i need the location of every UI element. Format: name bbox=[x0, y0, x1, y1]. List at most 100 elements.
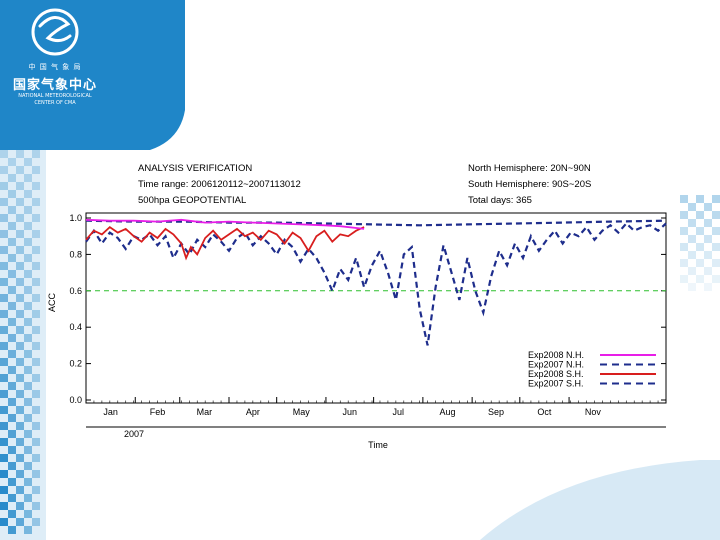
right-checker-pattern bbox=[680, 195, 720, 291]
checker-square bbox=[32, 166, 40, 174]
year-label: 2007 bbox=[124, 429, 144, 439]
checker-square bbox=[8, 478, 16, 486]
checker-square bbox=[0, 486, 8, 494]
checker-square bbox=[680, 195, 688, 203]
y-tick-label: 0.2 bbox=[69, 359, 82, 369]
checker-square bbox=[24, 350, 32, 358]
checker-square bbox=[32, 150, 40, 158]
checker-square bbox=[8, 334, 16, 342]
y-tick-label: 0.0 bbox=[69, 395, 82, 405]
checker-square bbox=[16, 214, 24, 222]
checker-square bbox=[16, 422, 24, 430]
checker-square bbox=[32, 310, 40, 318]
checker-square bbox=[0, 358, 8, 366]
x-tick-label: Jul bbox=[392, 407, 404, 417]
checker-square bbox=[32, 262, 40, 270]
checker-square bbox=[16, 406, 24, 414]
logo-emblem-icon bbox=[31, 8, 79, 56]
y-tick-label: 0.6 bbox=[69, 286, 82, 296]
checker-square bbox=[0, 262, 8, 270]
checker-square bbox=[696, 195, 704, 203]
checker-square bbox=[712, 243, 720, 251]
legend-label: Exp2007 N.H. bbox=[528, 360, 584, 370]
checker-square bbox=[8, 366, 16, 374]
y-axis-label: ACC bbox=[47, 292, 57, 312]
checker-square bbox=[16, 390, 24, 398]
checker-square bbox=[16, 518, 24, 526]
checker-square bbox=[0, 246, 8, 254]
checker-square bbox=[8, 302, 16, 310]
checker-square bbox=[688, 251, 696, 259]
checker-square bbox=[696, 227, 704, 235]
checker-square bbox=[32, 230, 40, 238]
checker-square bbox=[688, 203, 696, 211]
checker-square bbox=[32, 470, 40, 478]
checker-square bbox=[16, 278, 24, 286]
checker-square bbox=[24, 302, 32, 310]
checker-square bbox=[16, 502, 24, 510]
checker-square bbox=[0, 294, 8, 302]
checker-square bbox=[0, 374, 8, 382]
checker-square bbox=[24, 526, 32, 534]
checker-square bbox=[8, 430, 16, 438]
checker-square bbox=[32, 326, 40, 334]
checker-square bbox=[8, 494, 16, 502]
checker-square bbox=[0, 166, 8, 174]
checker-square bbox=[24, 254, 32, 262]
checker-square bbox=[688, 219, 696, 227]
checker-square bbox=[16, 166, 24, 174]
checker-square bbox=[32, 246, 40, 254]
checker-square bbox=[712, 275, 720, 283]
checker-square bbox=[8, 270, 16, 278]
checker-square bbox=[16, 358, 24, 366]
checker-square bbox=[32, 422, 40, 430]
checker-square bbox=[24, 222, 32, 230]
checker-square bbox=[8, 318, 16, 326]
checker-square bbox=[0, 342, 8, 350]
checker-square bbox=[16, 294, 24, 302]
checker-square bbox=[680, 243, 688, 251]
checker-square bbox=[32, 486, 40, 494]
checker-square bbox=[32, 358, 40, 366]
checker-square bbox=[24, 382, 32, 390]
checker-square bbox=[16, 454, 24, 462]
checker-square bbox=[16, 470, 24, 478]
plot-frame bbox=[85, 212, 667, 404]
checker-square bbox=[16, 262, 24, 270]
chart-time-range: Time range: 2006120112~2007113012 bbox=[138, 179, 301, 190]
checker-square bbox=[24, 238, 32, 246]
checker-square bbox=[688, 267, 696, 275]
y-tick-label: 0.4 bbox=[69, 322, 82, 332]
checker-square bbox=[8, 446, 16, 454]
legend-label: Exp2008 N.H. bbox=[528, 350, 584, 360]
checker-square bbox=[16, 230, 24, 238]
checker-square bbox=[680, 211, 688, 219]
checker-square bbox=[16, 342, 24, 350]
x-axis: Jan Feb Mar Apr May Jun Jul Aug Sep Oct Nov bbox=[85, 397, 667, 417]
x-tick-label: Sep bbox=[488, 407, 504, 417]
checker-square bbox=[0, 390, 8, 398]
checker-square bbox=[32, 214, 40, 222]
series-exp2008-n-h- bbox=[85, 218, 365, 230]
logo-english-line1: NATIONAL METEOROLOGICAL bbox=[18, 93, 92, 99]
checker-square bbox=[8, 510, 16, 518]
bottom-right-wave bbox=[480, 460, 720, 540]
top-left-blue-block bbox=[0, 0, 185, 150]
checker-square bbox=[32, 454, 40, 462]
checker-square bbox=[0, 518, 8, 526]
checker-square bbox=[0, 326, 8, 334]
checker-square bbox=[8, 238, 16, 246]
checker-square bbox=[680, 259, 688, 267]
checker-square bbox=[24, 446, 32, 454]
checker-square bbox=[704, 203, 712, 211]
chart-nh-region: North Hemisphere: 20N~90N bbox=[468, 163, 591, 174]
checker-square bbox=[688, 283, 696, 291]
checker-square bbox=[0, 230, 8, 238]
checker-square bbox=[696, 211, 704, 219]
checker-square bbox=[32, 502, 40, 510]
checker-square bbox=[0, 150, 8, 158]
chart-legend: Exp2008 N.H.Exp2007 N.H.Exp2008 S.H.Exp2… bbox=[528, 350, 656, 389]
checker-square bbox=[8, 206, 16, 214]
checker-square bbox=[8, 286, 16, 294]
checker-square bbox=[712, 195, 720, 203]
